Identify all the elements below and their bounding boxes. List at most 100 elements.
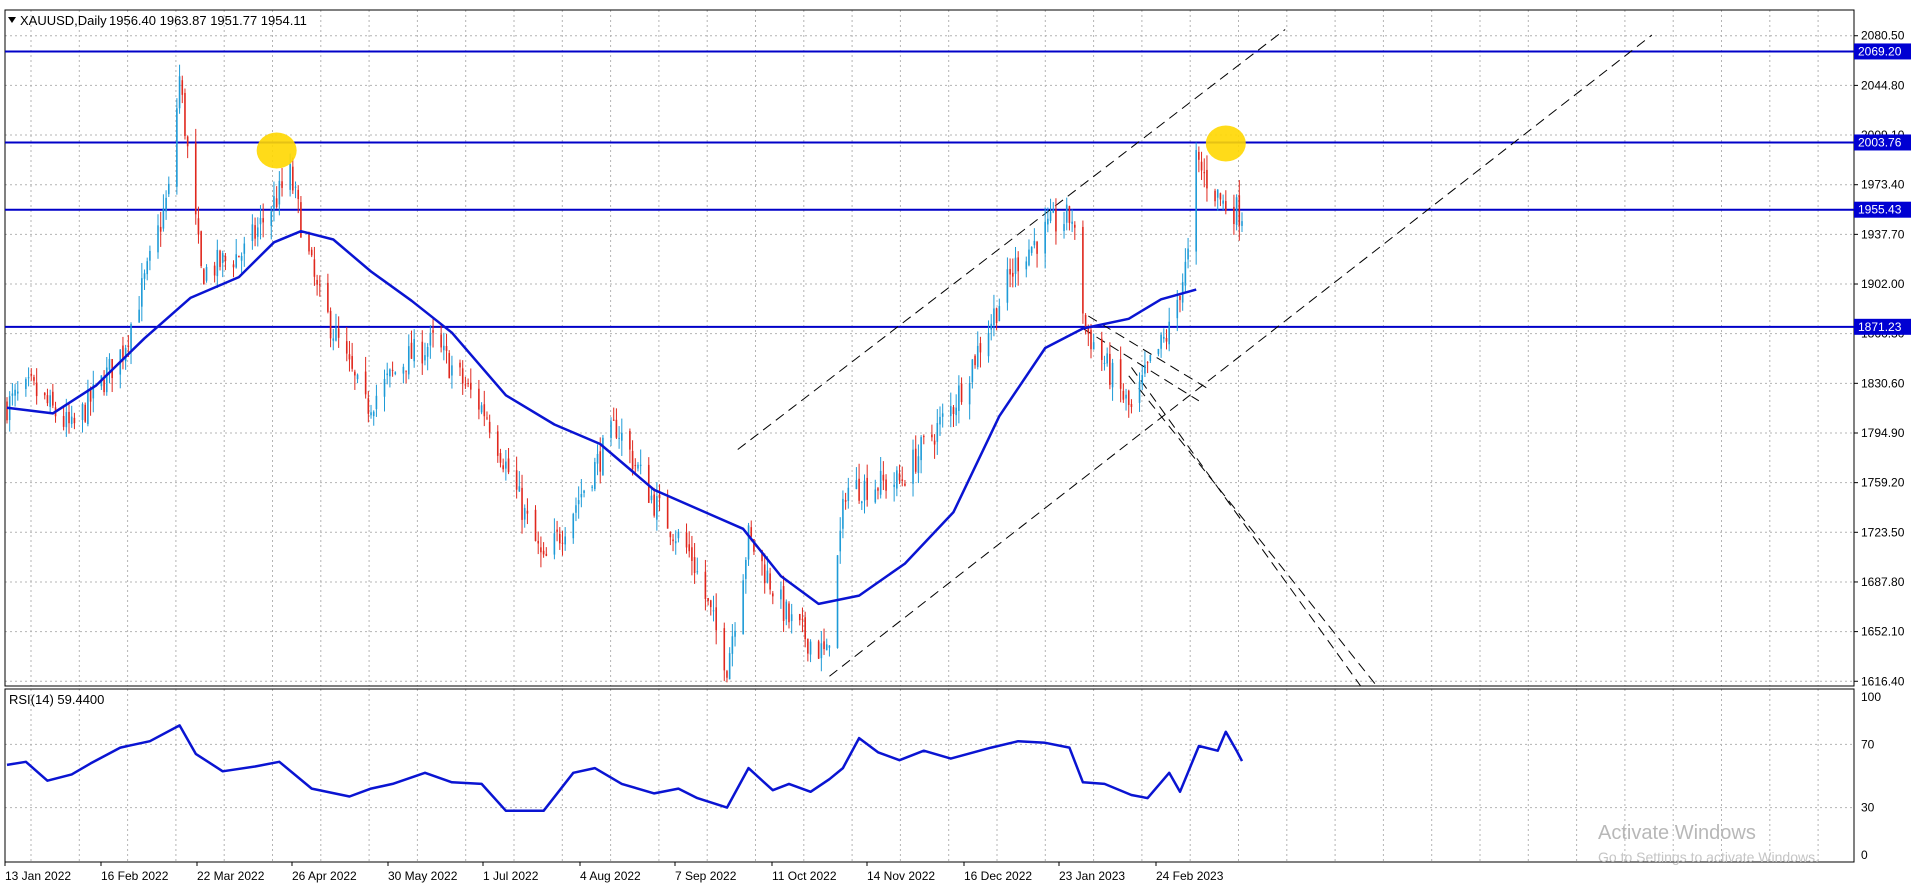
candle-body xyxy=(1235,197,1238,225)
candle-body xyxy=(572,513,575,539)
candle-body xyxy=(410,342,413,359)
candle-body xyxy=(931,434,933,438)
candle-body xyxy=(1241,221,1243,226)
candle-body xyxy=(610,421,612,438)
candle-body xyxy=(629,430,631,450)
candle-body xyxy=(1017,257,1019,272)
candle-body xyxy=(877,488,879,491)
candle-body xyxy=(615,419,618,438)
candle-body xyxy=(998,306,1001,322)
candle-body xyxy=(677,531,680,539)
candle-body xyxy=(167,183,170,195)
candle-body xyxy=(971,359,974,383)
candle-body xyxy=(817,641,820,659)
candle-body xyxy=(1195,150,1197,252)
candle-body xyxy=(448,353,451,379)
candle-body xyxy=(842,498,844,529)
symbol-menu-icon[interactable] xyxy=(8,17,16,23)
candle-body xyxy=(1092,342,1095,350)
candle-body xyxy=(731,636,734,654)
rsi-axis: 100 70 30 0 xyxy=(1861,690,1881,862)
candle-body xyxy=(329,310,332,339)
candle-body xyxy=(300,202,302,238)
candle-body xyxy=(370,412,372,416)
candle-body xyxy=(790,614,793,622)
candle-body xyxy=(240,255,243,261)
candle-body xyxy=(1111,362,1114,388)
candle-body xyxy=(556,529,558,532)
candle-body xyxy=(1119,359,1122,389)
price-axis: 2080.502044.802009.101973.401937.701902.… xyxy=(1854,29,1905,688)
candle-body xyxy=(141,278,143,307)
trendline xyxy=(1128,375,1378,687)
candle-body xyxy=(912,449,914,484)
candle-body xyxy=(1030,246,1033,253)
candle-body xyxy=(728,653,731,680)
candle-body xyxy=(367,398,370,414)
candle-body xyxy=(979,343,982,353)
level-tag-bg xyxy=(1854,318,1911,335)
time-tick-label: 26 Apr 2022 xyxy=(292,869,357,883)
candle-body xyxy=(1055,209,1057,232)
level-tag-bg xyxy=(1854,43,1911,60)
candle-body xyxy=(993,308,995,326)
candle-body xyxy=(176,108,178,187)
candle-body xyxy=(364,371,367,395)
candle-body xyxy=(1138,381,1141,403)
candle-body xyxy=(103,379,105,393)
candle-body xyxy=(507,458,510,473)
candle-body xyxy=(356,374,359,380)
candle-body xyxy=(11,393,14,396)
time-tick-label: 1 Jul 2022 xyxy=(483,869,539,883)
candle-body xyxy=(469,382,472,390)
candle-body xyxy=(534,509,537,542)
price-tick-label: 1723.50 xyxy=(1861,525,1905,539)
candle-body xyxy=(1233,206,1235,225)
highlight-marker xyxy=(256,132,297,169)
candle-body xyxy=(1160,334,1162,349)
candle-body xyxy=(855,480,858,490)
candle-body xyxy=(602,437,604,476)
candle-body xyxy=(262,218,264,223)
candle-body xyxy=(197,218,200,235)
candle-body xyxy=(580,494,583,498)
candle-body xyxy=(523,508,526,520)
candle-body xyxy=(968,383,971,405)
level-tag-label: 1955.43 xyxy=(1858,203,1902,217)
candle-body xyxy=(960,383,963,403)
level-tags: 2069.20 2003.76 1955.43 1871.23 xyxy=(1854,43,1911,335)
candle-body xyxy=(990,323,993,330)
candle-body xyxy=(33,377,35,381)
candle-body xyxy=(181,80,184,95)
candle-body xyxy=(1149,354,1152,362)
candle-body xyxy=(863,480,866,501)
candle-body xyxy=(1063,224,1065,232)
time-tick-label: 16 Dec 2022 xyxy=(964,869,1032,883)
candle-body xyxy=(933,440,936,445)
candle-body xyxy=(1168,321,1170,345)
time-tick-label: 23 Jan 2023 xyxy=(1059,869,1125,883)
candle-body xyxy=(1238,195,1241,226)
candle-body xyxy=(1225,201,1227,211)
candle-body xyxy=(281,181,283,188)
candle-body xyxy=(407,346,410,375)
candle-body xyxy=(545,553,548,556)
candle-body xyxy=(955,407,957,416)
candle-body xyxy=(232,264,235,268)
rsi-line-path xyxy=(6,724,1244,813)
candle-body xyxy=(238,255,240,258)
candle-body xyxy=(526,510,529,514)
candle-body xyxy=(27,377,30,379)
candle-body xyxy=(178,76,181,109)
candle-body xyxy=(904,483,906,486)
candle-body xyxy=(747,525,750,560)
candle-body xyxy=(316,279,318,285)
candle-body xyxy=(162,208,165,229)
candle-body xyxy=(259,218,262,225)
candle-body xyxy=(709,600,712,608)
candle-body xyxy=(502,465,504,470)
candle-body xyxy=(1009,268,1011,275)
candle-body xyxy=(451,365,453,376)
